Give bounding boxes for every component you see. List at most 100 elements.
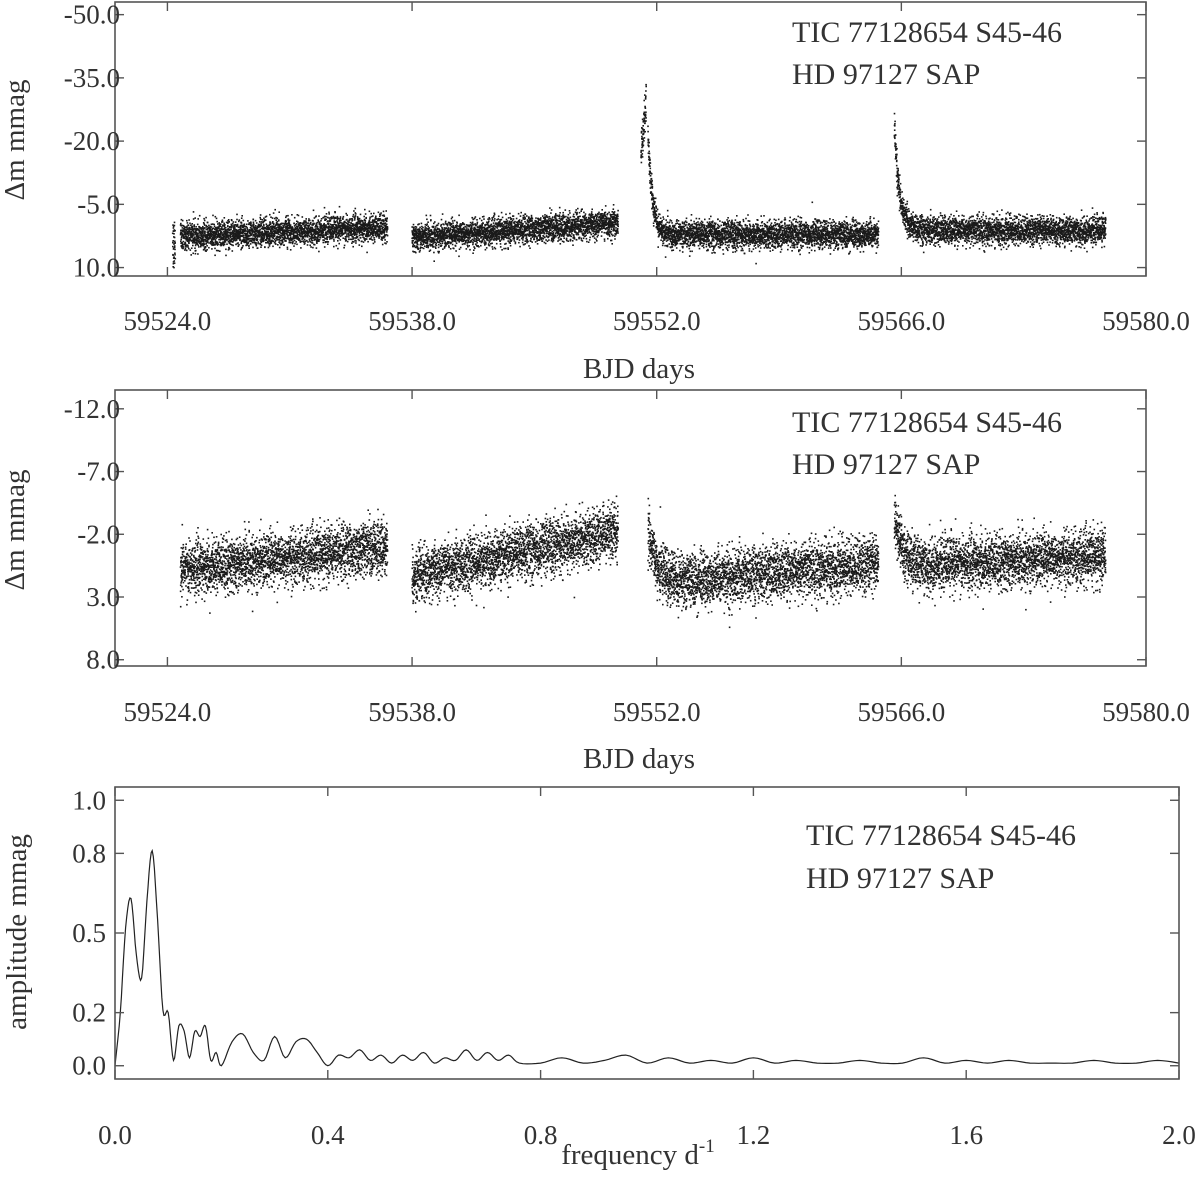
data-point [448,221,450,224]
data-point [477,226,480,229]
data-point [244,230,247,232]
data-point [423,239,426,242]
data-point [289,233,291,235]
data-point [440,244,443,247]
data-point [184,249,186,251]
data-point [251,229,253,231]
data-point [290,241,292,244]
data-point [203,224,206,226]
data-point [272,240,274,242]
data-point [298,229,300,232]
data-point [293,225,296,227]
data-point [359,213,362,216]
data-point [304,226,306,228]
data-point [331,226,334,229]
data-point [214,234,217,237]
data-point [473,249,475,251]
data-point [474,243,477,245]
data-point [316,226,319,228]
data-point [475,229,477,231]
data-point [476,221,479,224]
data-point [197,218,199,220]
data-point [430,219,432,221]
data-point [248,237,251,240]
data-point [265,223,268,225]
data-point [384,242,386,244]
data-point [308,232,310,234]
data-point [190,234,193,236]
data-point [423,245,426,247]
data-point [246,223,248,226]
data-point [480,236,482,239]
data-point [372,215,374,217]
data-point [378,228,381,230]
data-point [482,222,484,225]
data-point [271,234,273,237]
data-point [309,237,312,240]
data-point [333,218,336,220]
data-point [415,228,417,230]
data-point [263,237,265,240]
data-point [257,226,260,229]
data-point [309,219,311,222]
data-point [473,237,476,239]
data-point [278,228,281,230]
data-point [172,245,174,248]
data-point [276,239,279,241]
data-point [283,226,285,229]
data-point [510,218,513,220]
data-point [285,240,287,242]
data-point [248,223,250,226]
data-point [481,224,483,226]
data-point [511,221,513,224]
data-point [418,237,421,240]
data-point [355,224,357,226]
data-point [334,211,336,214]
data-point [237,237,240,240]
data-point [532,227,534,230]
data-point [524,217,526,220]
data-point [336,226,339,228]
data-point [225,248,227,251]
data-point [276,237,278,240]
data-point [191,225,194,228]
data-point [355,213,357,215]
data-point [187,235,190,237]
data-point [255,232,257,235]
data-point [230,225,232,228]
data-point [369,221,371,223]
data-point [445,227,448,230]
data-point [377,217,380,220]
data-point [295,227,298,230]
data-point [324,238,327,240]
data-point [296,232,299,234]
data-point [321,224,323,227]
data-point [307,241,309,243]
data-point [187,239,190,241]
data-point [385,220,388,222]
data-point [281,222,284,225]
data-point [246,244,249,246]
data-point [310,230,313,232]
data-point [261,231,264,234]
data-point [449,222,451,224]
data-point [330,234,332,236]
data-point [453,219,456,222]
data-point [226,230,229,233]
data-point [320,234,323,236]
data-point [505,218,508,221]
data-point [173,224,176,227]
data-point [458,238,461,240]
data-point [364,221,366,224]
data-point [349,226,351,229]
data-point [216,236,219,239]
data-point [223,227,226,230]
data-point [525,240,528,242]
data-point [471,224,473,227]
data-point [506,236,508,239]
data-point [263,224,265,227]
data-point [425,229,428,232]
data-point [324,218,327,220]
data-point [419,237,422,240]
data-point [429,235,431,238]
